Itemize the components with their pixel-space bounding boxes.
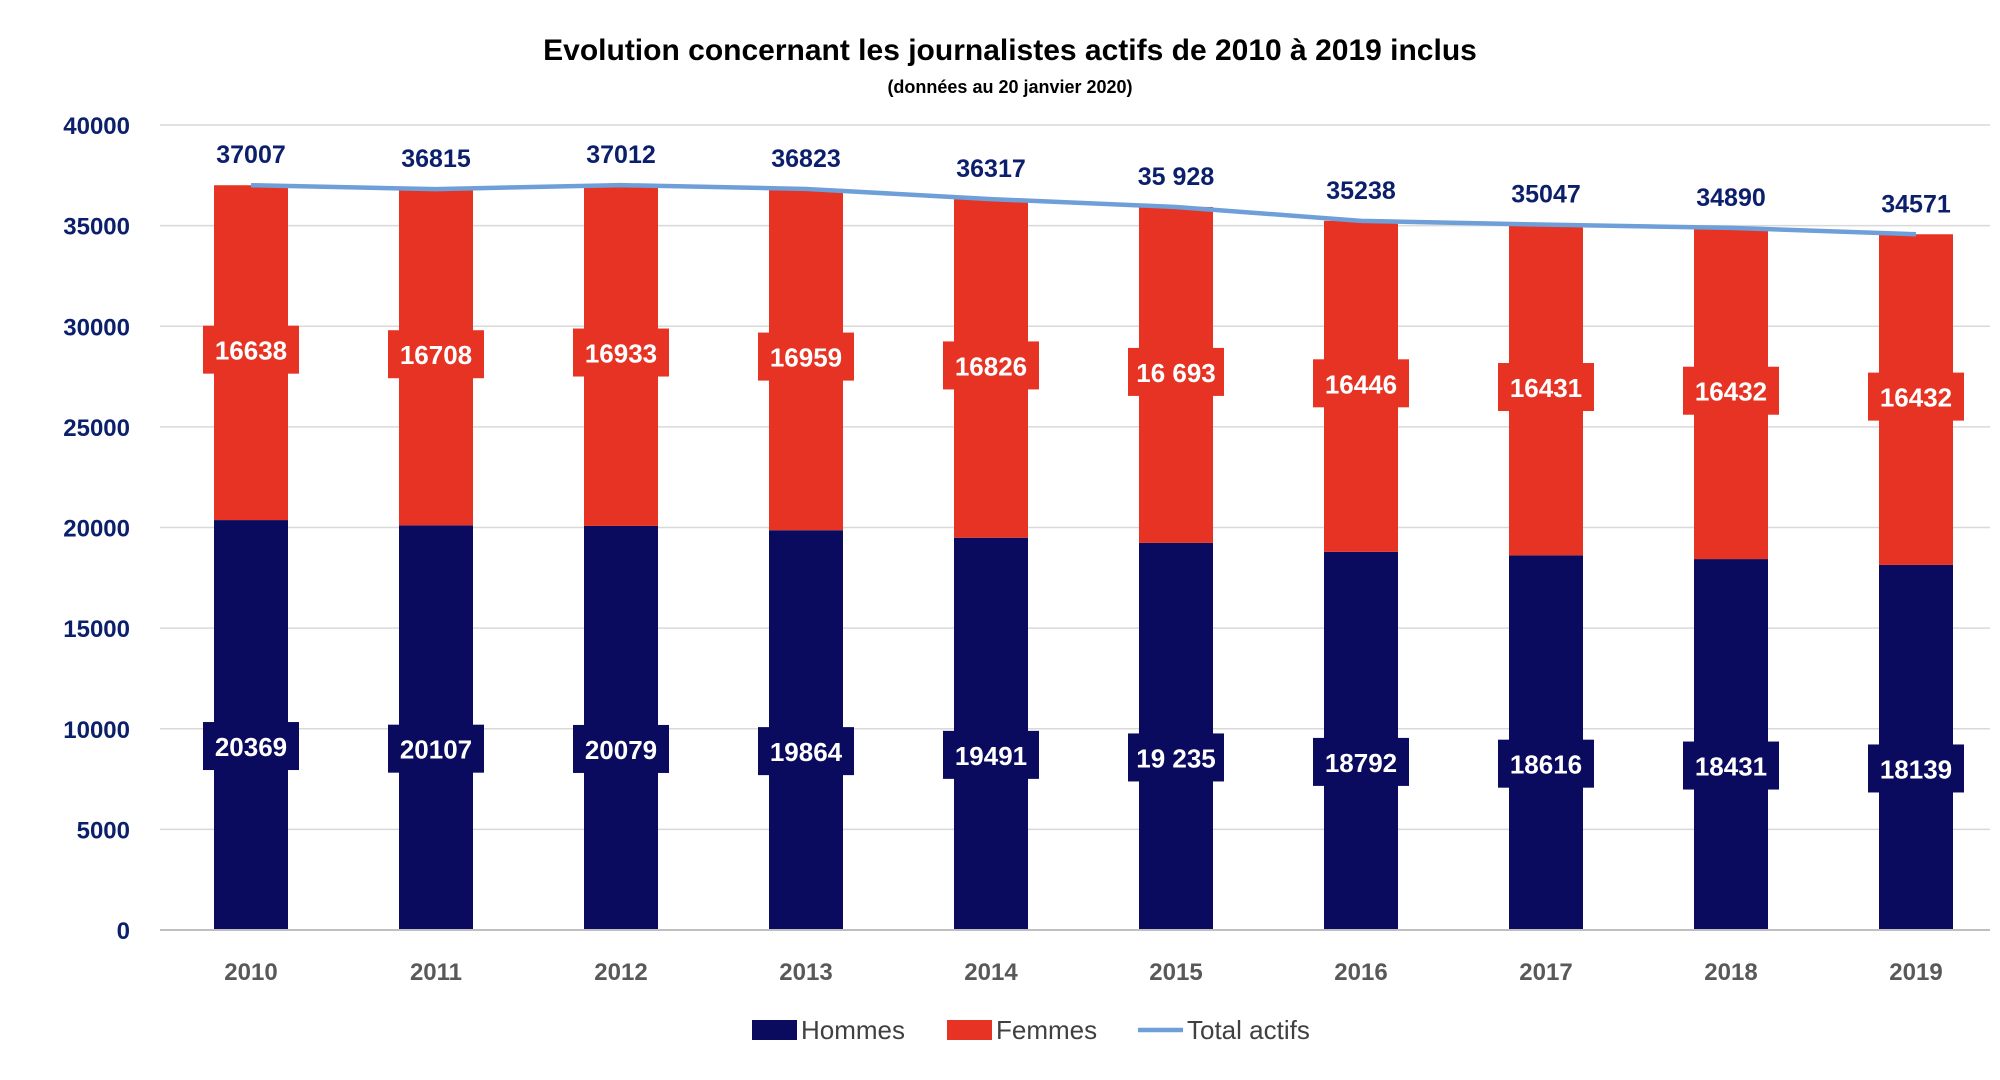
label-box-hommes: [203, 722, 299, 771]
label-box-femmes: [1683, 366, 1779, 415]
label-box-hommes: [943, 730, 1039, 779]
x-tick-label: 2017: [1519, 959, 1572, 986]
data-label-hommes: 18139: [1880, 754, 1952, 784]
y-tick-label: 30000: [63, 314, 130, 341]
data-label-hommes: 19864: [770, 737, 843, 767]
data-label-total: 34571: [1881, 190, 1951, 218]
y-tick-label: 15000: [63, 616, 130, 643]
label-box-femmes: [203, 325, 299, 374]
data-label-femmes: 16432: [1880, 383, 1952, 413]
data-label-hommes: 18616: [1510, 750, 1582, 780]
data-labels: 20369 16638 37007 20107 16708 36815 20079 16933…: [203, 141, 1964, 793]
chart-title: Evolution concernant les journalistes ac…: [543, 34, 1477, 67]
data-label-total: 36815: [401, 145, 471, 173]
y-tick-label: 0: [117, 918, 130, 945]
bars: [214, 185, 1953, 930]
data-label-femmes: 16708: [400, 340, 472, 370]
label-box-hommes: [1313, 737, 1409, 786]
label-box-femmes: [573, 328, 669, 377]
y-tick-label: 40000: [63, 113, 130, 140]
x-tick-label: 2015: [1149, 959, 1202, 986]
data-label-hommes: 20107: [400, 735, 472, 765]
data-label-total: 36823: [771, 145, 841, 173]
legend-label: Hommes: [801, 1015, 905, 1045]
label-box-hommes: [388, 724, 484, 773]
data-label-total: 35 928: [1138, 163, 1215, 191]
data-label-total: 34890: [1696, 184, 1766, 212]
label-box-hommes: [1128, 733, 1224, 782]
label-box-femmes: [388, 330, 484, 379]
data-label-total: 36317: [956, 155, 1026, 183]
x-tick-label: 2014: [964, 959, 1018, 986]
label-box-femmes: [758, 332, 854, 381]
x-tick-label: 2010: [224, 959, 277, 986]
x-axis: 2010 2011 2012 2013 2014 2015 2016 2017 2018 2019: [160, 929, 1990, 986]
data-label-femmes: 16 693: [1136, 358, 1216, 388]
label-box-hommes: [1683, 741, 1779, 790]
data-label-hommes: 20079: [585, 735, 657, 765]
y-tick-label: 20000: [63, 516, 130, 543]
chart-subtitle: (données au 20 janvier 2020): [887, 77, 1132, 97]
data-label-total: 35047: [1511, 181, 1581, 209]
legend-label: Femmes: [996, 1015, 1097, 1045]
data-label-total: 37007: [216, 141, 286, 169]
legend-swatch: [947, 1020, 992, 1040]
x-tick-label: 2011: [410, 959, 462, 986]
legend: Hommes Femmes Total actifs: [752, 1015, 1310, 1045]
data-label-hommes: 20369: [215, 732, 287, 762]
x-tick-label: 2016: [1334, 959, 1387, 986]
x-tick-label: 2012: [594, 959, 647, 986]
data-label-hommes: 18431: [1695, 752, 1767, 782]
total-line: [250, 182, 1917, 237]
data-label-hommes: 18792: [1325, 748, 1397, 778]
data-label-femmes: 16959: [770, 343, 842, 373]
label-box-femmes: [943, 341, 1039, 390]
label-box-femmes: [1313, 359, 1409, 408]
y-axis: 0 5000 10000 15000 20000 25000 30000 35000 40000: [63, 113, 130, 945]
label-box-hommes: [758, 727, 854, 776]
data-label-femmes: 16826: [955, 351, 1027, 381]
y-tick-label: 10000: [63, 717, 130, 744]
x-tick-label: 2013: [779, 959, 832, 986]
label-box-hommes: [1868, 744, 1964, 793]
data-label-hommes: 19 235: [1136, 743, 1216, 773]
legend-swatch: [752, 1020, 797, 1040]
data-label-hommes: 19491: [955, 741, 1027, 771]
data-label-total: 35238: [1326, 177, 1396, 205]
y-tick-label: 5000: [77, 817, 130, 844]
label-box-hommes: [573, 724, 669, 773]
label-box-femmes: [1868, 372, 1964, 421]
data-label-femmes: 16431: [1510, 373, 1582, 403]
x-tick-label: 2019: [1889, 959, 1942, 986]
x-tick-label: 2018: [1704, 959, 1757, 986]
data-label-femmes: 16933: [585, 339, 657, 369]
y-tick-label: 25000: [63, 415, 130, 442]
line-total-actifs: [250, 182, 1917, 237]
y-tick-label: 35000: [63, 214, 130, 241]
data-label-femmes: 16638: [215, 336, 287, 366]
legend-label: Total actifs: [1187, 1015, 1310, 1045]
data-label-total: 37012: [586, 141, 656, 169]
label-box-hommes: [1498, 739, 1594, 788]
data-label-femmes: 16432: [1695, 377, 1767, 407]
label-box-femmes: [1498, 363, 1594, 412]
data-label-femmes: 16446: [1325, 369, 1397, 399]
label-box-femmes: [1128, 347, 1224, 396]
